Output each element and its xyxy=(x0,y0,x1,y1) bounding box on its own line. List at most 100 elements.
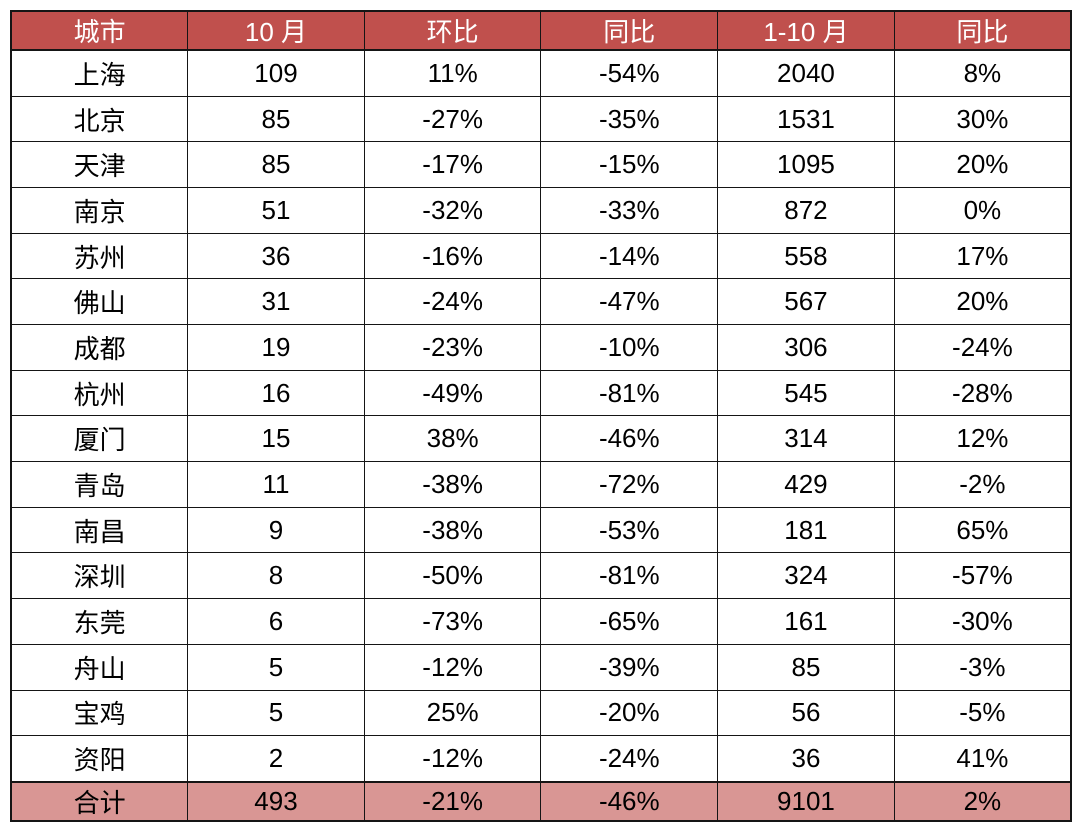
value-cell: -24% xyxy=(540,735,719,783)
value-cell: 19 xyxy=(187,324,365,371)
value-cell: -12% xyxy=(363,643,542,691)
table-row: 青岛 11 -38% -72% 429 -2% xyxy=(10,461,1072,508)
value-cell: 2 xyxy=(187,735,365,783)
value-cell: -81% xyxy=(540,369,719,417)
value-cell: 15 xyxy=(187,415,365,463)
value-cell: -72% xyxy=(540,461,719,508)
value-cell: -5% xyxy=(893,689,1072,737)
column-header-yoy: 同比 xyxy=(540,10,719,51)
value-cell: 38% xyxy=(363,415,542,463)
value-cell: 8% xyxy=(893,49,1072,97)
value-cell: 872 xyxy=(717,187,895,234)
value-cell: -16% xyxy=(363,232,542,280)
total-cumulative-cell: 9101 xyxy=(717,781,895,822)
value-cell: 85 xyxy=(187,95,365,143)
value-cell: 558 xyxy=(717,232,895,280)
column-header-city: 城市 xyxy=(10,10,189,51)
value-cell: -53% xyxy=(540,506,719,554)
table-row: 深圳 8 -50% -81% 324 -57% xyxy=(10,552,1072,600)
value-cell: 20% xyxy=(893,141,1072,189)
table-row: 苏州 36 -16% -14% 558 17% xyxy=(10,232,1072,280)
value-cell: -32% xyxy=(363,187,542,234)
city-cell: 厦门 xyxy=(10,415,189,463)
value-cell: -35% xyxy=(540,95,719,143)
value-cell: 6 xyxy=(187,598,365,645)
value-cell: -39% xyxy=(540,643,719,691)
city-cell: 成都 xyxy=(10,324,189,371)
value-cell: 161 xyxy=(717,598,895,645)
header-row: 城市 10 月 环比 同比 1-10 月 同比 xyxy=(10,10,1072,51)
table-row: 成都 19 -23% -10% 306 -24% xyxy=(10,324,1072,371)
value-cell: 5 xyxy=(187,643,365,691)
value-cell: -38% xyxy=(363,461,542,508)
total-october-cell: 493 xyxy=(187,781,365,822)
value-cell: -54% xyxy=(540,49,719,97)
value-cell: -65% xyxy=(540,598,719,645)
value-cell: 545 xyxy=(717,369,895,417)
column-header-october: 10 月 xyxy=(187,10,365,51)
value-cell: 306 xyxy=(717,324,895,371)
value-cell: -23% xyxy=(363,324,542,371)
value-cell: -47% xyxy=(540,278,719,326)
total-row: 合计 493 -21% -46% 9101 2% xyxy=(10,781,1072,822)
value-cell: -49% xyxy=(363,369,542,417)
value-cell: 56 xyxy=(717,689,895,737)
city-cell: 舟山 xyxy=(10,643,189,691)
value-cell: 85 xyxy=(717,643,895,691)
value-cell: 8 xyxy=(187,552,365,600)
value-cell: 12% xyxy=(893,415,1072,463)
value-cell: -38% xyxy=(363,506,542,554)
city-sales-table: 城市 10 月 环比 同比 1-10 月 同比 上海 109 11% -54% 2040… xyxy=(10,10,1072,822)
value-cell: 429 xyxy=(717,461,895,508)
value-cell: 65% xyxy=(893,506,1072,554)
value-cell: 30% xyxy=(893,95,1072,143)
table-row: 天津 85 -17% -15% 1095 20% xyxy=(10,141,1072,189)
value-cell: -15% xyxy=(540,141,719,189)
value-cell: 36 xyxy=(187,232,365,280)
value-cell: 567 xyxy=(717,278,895,326)
table-row: 杭州 16 -49% -81% 545 -28% xyxy=(10,369,1072,417)
table-row: 佛山 31 -24% -47% 567 20% xyxy=(10,278,1072,326)
city-cell: 天津 xyxy=(10,141,189,189)
value-cell: 20% xyxy=(893,278,1072,326)
column-header-cumulative: 1-10 月 xyxy=(717,10,895,51)
table-row: 资阳 2 -12% -24% 36 41% xyxy=(10,735,1072,783)
value-cell: -33% xyxy=(540,187,719,234)
value-cell: -12% xyxy=(363,735,542,783)
table-row: 舟山 5 -12% -39% 85 -3% xyxy=(10,643,1072,691)
value-cell: -30% xyxy=(893,598,1072,645)
city-cell: 宝鸡 xyxy=(10,689,189,737)
table-body: 上海 109 11% -54% 2040 8% 北京 85 -27% -35% 1531 30% 天津 8… xyxy=(10,49,1072,783)
value-cell: 314 xyxy=(717,415,895,463)
value-cell: 109 xyxy=(187,49,365,97)
city-cell: 青岛 xyxy=(10,461,189,508)
city-cell: 苏州 xyxy=(10,232,189,280)
total-cumulative-yoy-cell: 2% xyxy=(893,781,1072,822)
value-cell: 0% xyxy=(893,187,1072,234)
value-cell: 17% xyxy=(893,232,1072,280)
value-cell: 41% xyxy=(893,735,1072,783)
value-cell: -46% xyxy=(540,415,719,463)
value-cell: 31 xyxy=(187,278,365,326)
value-cell: 36 xyxy=(717,735,895,783)
table-header: 城市 10 月 环比 同比 1-10 月 同比 xyxy=(10,10,1072,51)
table-footer: 合计 493 -21% -46% 9101 2% xyxy=(10,781,1072,822)
table-row: 上海 109 11% -54% 2040 8% xyxy=(10,49,1072,97)
table-container: 城市 10 月 环比 同比 1-10 月 同比 上海 109 11% -54% 2040… xyxy=(10,10,1072,822)
value-cell: 51 xyxy=(187,187,365,234)
value-cell: 25% xyxy=(363,689,542,737)
value-cell: -28% xyxy=(893,369,1072,417)
table-row: 南京 51 -32% -33% 872 0% xyxy=(10,187,1072,234)
city-cell: 南京 xyxy=(10,187,189,234)
value-cell: -57% xyxy=(893,552,1072,600)
column-header-cumulative-yoy: 同比 xyxy=(893,10,1072,51)
value-cell: 324 xyxy=(717,552,895,600)
table-row: 北京 85 -27% -35% 1531 30% xyxy=(10,95,1072,143)
table-row: 东莞 6 -73% -65% 161 -30% xyxy=(10,598,1072,645)
value-cell: 2040 xyxy=(717,49,895,97)
value-cell: -20% xyxy=(540,689,719,737)
value-cell: 85 xyxy=(187,141,365,189)
value-cell: -17% xyxy=(363,141,542,189)
table-row: 宝鸡 5 25% -20% 56 -5% xyxy=(10,689,1072,737)
city-cell: 上海 xyxy=(10,49,189,97)
